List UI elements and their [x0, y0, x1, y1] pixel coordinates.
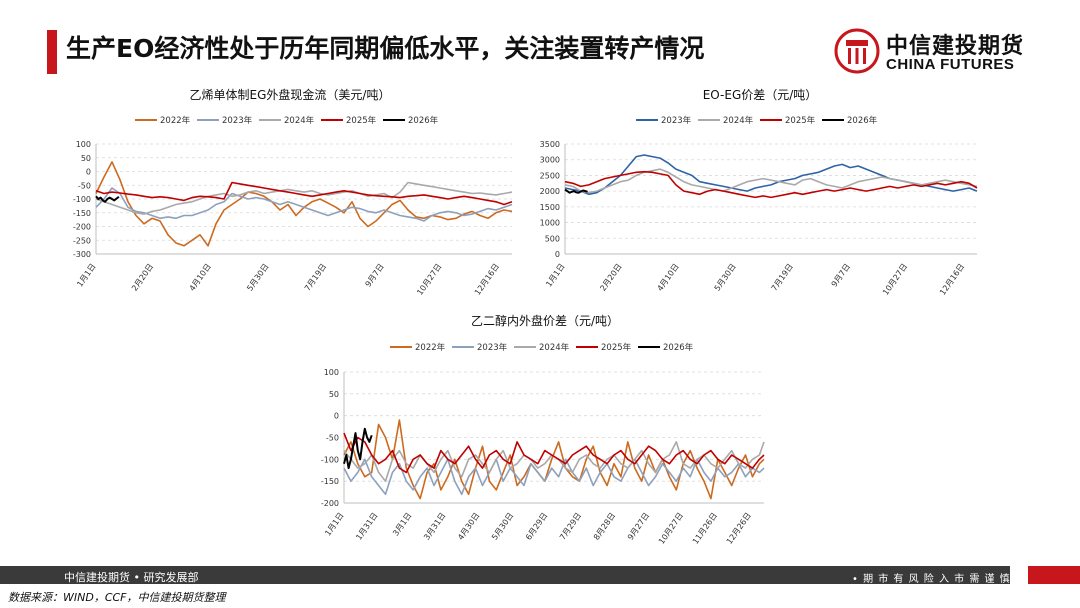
x-tick-label: 12月16日: [938, 262, 966, 296]
chart-eg-domestic-foreign-spread: 乙二醇内外盘价差（元/吨） 100 50 0 -50 -100 -150 -200 1月1日 1…: [300, 310, 790, 560]
y-tick-label: 0: [86, 168, 91, 177]
x-tick-label: 1月1日: [323, 511, 345, 538]
logo-emblem-icon: [834, 28, 880, 74]
series-line-2026: [95, 195, 120, 203]
x-tick-label: 3月31日: [422, 511, 447, 542]
footer-accent-block: [1028, 566, 1080, 584]
y-tick-label: -150: [321, 477, 339, 486]
chart-title: EO-EG价差（元/吨）: [702, 88, 818, 102]
y-tick-label: 3500: [540, 140, 560, 149]
chart-eg-ethylene-cashflow: 乙烯单体制EG外盘现金流（美元/吨） 100 50 0 -50 -100 -150 -200…: [40, 84, 540, 296]
x-tick-label: 4月10日: [656, 262, 681, 293]
footer-department: 中信建投期货 • 研究发展部: [64, 571, 199, 584]
chart-canvas: 100 50 0 -50 -100 -150 -200 1月1日 1月31日 3月1日 3月31日 4…: [321, 342, 765, 546]
y-tick-label: -150: [73, 209, 91, 218]
y-tick-label: 2000: [540, 187, 560, 196]
series-line-2022: [95, 161, 513, 247]
x-tick-label: 7月19日: [303, 262, 328, 293]
legend-label: 2023年: [222, 115, 253, 126]
company-logo: 中信建投期货 CHINA FUTURES: [834, 26, 1054, 78]
x-tick-label: 2月20日: [130, 262, 155, 293]
x-tick-label: 1月31日: [354, 511, 379, 542]
chart-canvas: 3500 3000 2500 2000 1500 1000 500 0 1月1日 2月20日 4月1…: [540, 115, 978, 296]
y-tick-label: 100: [76, 140, 91, 149]
series-line-2025: [343, 432, 765, 474]
series-line-2026: [343, 427, 373, 470]
logo-chinese-name: 中信建投期货: [886, 34, 1025, 59]
y-tick-label: -100: [73, 195, 91, 204]
legend-label: 2023年: [661, 115, 692, 126]
x-tick-label: 4月30日: [456, 511, 481, 542]
x-tick-label: 10月27日: [881, 262, 909, 296]
series-line-2024: [564, 168, 978, 194]
legend-label: 2026年: [408, 115, 439, 126]
series-line-2026: [564, 188, 588, 194]
x-tick-label: 6月29日: [524, 511, 549, 542]
y-tick-label: 1500: [540, 203, 560, 212]
logo-english-name: CHINA FUTURES: [886, 56, 1015, 73]
y-tick-label: 0: [555, 250, 560, 259]
x-tick-label: 2月20日: [598, 262, 623, 293]
chart-eo-eg-spread: EO-EG价差（元/吨） 3500 3000 2500 2000 1500 1000 500…: [525, 84, 995, 296]
x-tick-label: 10月27日: [415, 262, 443, 296]
y-tick-label: -100: [321, 455, 339, 464]
legend-label: 2022年: [160, 115, 191, 126]
y-tick-label: -200: [321, 499, 339, 508]
x-tick-label: 12月16日: [473, 262, 501, 296]
legend-label: 2025年: [785, 115, 816, 126]
footer-bar: [0, 566, 1010, 584]
legend-label: 2024年: [284, 115, 315, 126]
y-tick-label: -250: [73, 236, 91, 245]
legend-label: 2024年: [539, 342, 570, 353]
x-tick-label: 1月1日: [544, 262, 566, 289]
y-tick-label: 100: [324, 368, 339, 377]
legend-label: 2024年: [723, 115, 754, 126]
x-tick-label: 10月27日: [657, 511, 685, 546]
x-tick-label: 7月29日: [558, 511, 583, 542]
y-tick-label: 500: [545, 234, 560, 243]
y-tick-label: -300: [73, 250, 91, 259]
series-line-2023: [95, 187, 513, 222]
x-tick-label: 9月27日: [626, 511, 651, 542]
y-tick-label: 3000: [540, 156, 560, 165]
y-tick-label: 50: [81, 154, 91, 163]
x-tick-label: 7月19日: [770, 262, 795, 293]
y-tick-label: -50: [326, 434, 339, 443]
legend-label: 2025年: [601, 342, 632, 353]
x-tick-label: 8月28日: [592, 511, 617, 542]
y-tick-label: 50: [329, 390, 339, 399]
series-line-2025: [95, 181, 513, 206]
x-tick-label: 1月1日: [75, 262, 97, 289]
legend-label: 2023年: [477, 342, 508, 353]
x-tick-label: 9月7日: [363, 262, 385, 289]
chart-title: 乙烯单体制EG外盘现金流（美元/吨）: [189, 88, 391, 102]
y-tick-label: -200: [73, 223, 91, 232]
series-line-2024: [95, 181, 513, 215]
x-tick-label: 3月1日: [391, 511, 413, 538]
page-title: 生产EO经济性处于历年同期偏低水平，关注装置转产情况: [66, 34, 705, 63]
x-tick-label: 9月7日: [830, 262, 852, 289]
title-accent-bar: [47, 30, 57, 74]
y-tick-label: 0: [334, 412, 339, 421]
legend-label: 2025年: [346, 115, 377, 126]
y-tick-label: -50: [78, 181, 91, 190]
x-tick-label: 11月26日: [691, 511, 719, 546]
y-tick-label: 1000: [540, 219, 560, 228]
chart-title: 乙二醇内外盘价差（元/吨）: [470, 314, 620, 328]
y-tick-label: 2500: [540, 171, 560, 180]
x-tick-label: 5月30日: [245, 262, 270, 293]
chart-canvas: 100 50 0 -50 -100 -150 -200 -250 -300 1月1日 2月20日 4月…: [73, 115, 513, 296]
legend-label: 2026年: [847, 115, 878, 126]
x-tick-label: 5月30日: [490, 511, 515, 542]
legend-label: 2022年: [415, 342, 446, 353]
series-line-2025: [564, 170, 978, 199]
x-tick-label: 4月10日: [188, 262, 213, 293]
x-tick-label: 12月26日: [725, 511, 753, 546]
footer-risk-notice: • 期 市 有 风 险 入 市 需 谨 慎: [852, 574, 1011, 585]
x-tick-label: 5月30日: [713, 262, 738, 293]
legend-label: 2026年: [663, 342, 694, 353]
data-source: 数据来源：WIND，CCF，中信建投期货整理: [8, 591, 226, 604]
